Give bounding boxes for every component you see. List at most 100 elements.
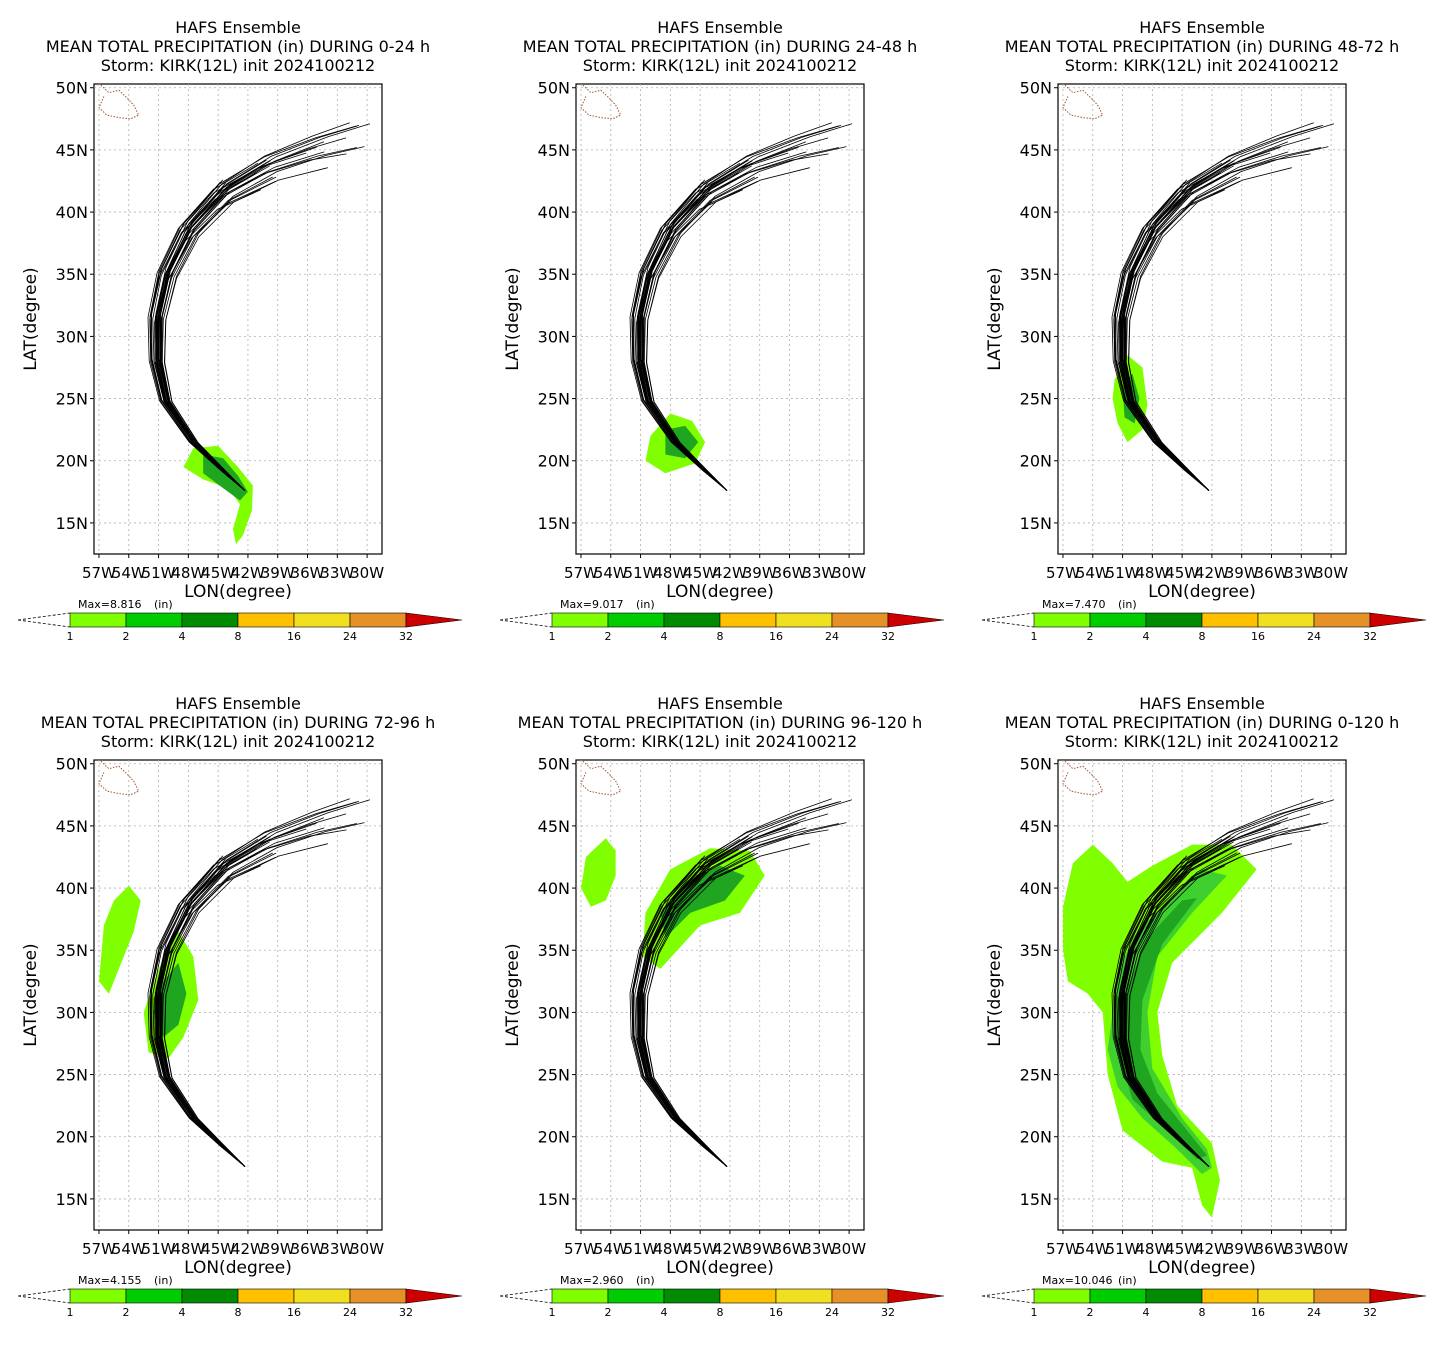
- colorbar-lower-arrow: [981, 1288, 1035, 1304]
- lon-tick-label: 42W: [1195, 564, 1229, 582]
- colorbar-segment: [607, 612, 665, 628]
- lat-tick-label: 20N: [56, 1128, 88, 1147]
- colorbar-segment: [125, 1288, 183, 1304]
- map-content: [94, 760, 382, 1230]
- colorbar-segment: [1313, 612, 1371, 628]
- lon-tick-label: 57W: [1046, 564, 1080, 582]
- colorbar-lower-arrow: [17, 1288, 71, 1304]
- x-axis-label: LON(degree): [666, 582, 774, 602]
- lat-tick-label: 40N: [56, 879, 88, 898]
- map-content: [576, 84, 864, 554]
- colorbar-level-label: 32: [399, 630, 413, 643]
- y-axis-label: LAT(degree): [21, 943, 41, 1046]
- precip-area-light: [581, 838, 616, 907]
- lon-tick-label: 48W: [171, 564, 205, 582]
- colorbar-level-label: 32: [881, 1306, 895, 1319]
- lat-tick-label: 30N: [538, 1003, 570, 1022]
- precip-area-light: [1063, 844, 1257, 1218]
- ensemble-track: [163, 167, 328, 491]
- ensemble-track: [156, 829, 347, 1167]
- precip-area-light: [99, 885, 141, 994]
- lon-tick-label: 57W: [564, 1240, 598, 1258]
- panel-title-line-1: HAFS Ensemble: [175, 694, 301, 713]
- lat-tick-label: 45N: [538, 141, 570, 160]
- lon-tick-label: 57W: [1046, 1240, 1080, 1258]
- colorbar-level-label: 4: [179, 630, 186, 643]
- lat-tick-label: 30N: [1020, 1003, 1052, 1022]
- lat-tick-label: 25N: [1020, 1066, 1052, 1085]
- lat-tick-label: 20N: [538, 452, 570, 471]
- lon-tick-label: 45W: [201, 1240, 235, 1258]
- precip-area-dark: [660, 865, 745, 938]
- lon-tick-label: 36W: [291, 564, 325, 582]
- lat-tick-label: 45N: [1020, 817, 1052, 836]
- ensemble-track: [641, 801, 842, 1167]
- ensemble-track: [636, 171, 752, 491]
- ensemble-track: [1113, 198, 1210, 491]
- max-value-label: Max=4.155: [78, 1274, 141, 1287]
- colorbar-segment: [293, 1288, 351, 1304]
- lon-tick-label: 33W: [1284, 1240, 1318, 1258]
- max-value-label: Max=10.046: [1042, 1274, 1112, 1287]
- colorbar-lower-arrow: [499, 1288, 553, 1304]
- lon-tick-label: 42W: [713, 1240, 747, 1258]
- lon-tick-label: 30W: [1314, 1240, 1348, 1258]
- lat-tick-label: 45N: [56, 817, 88, 836]
- colorbar-segment: [181, 612, 239, 628]
- ensemble-track: [149, 198, 246, 491]
- lon-tick-label: 39W: [261, 564, 295, 582]
- colorbar-level-label: 32: [399, 1306, 413, 1319]
- lon-tick-label: 33W: [320, 564, 354, 582]
- ensemble-track: [1127, 843, 1292, 1167]
- map-content: [94, 84, 382, 554]
- lat-tick-label: 45N: [56, 141, 88, 160]
- lat-tick-label: 35N: [1020, 941, 1052, 960]
- colorbar-segment: [125, 612, 183, 628]
- lon-tick-label: 57W: [564, 564, 598, 582]
- colorbar-level-label: 8: [717, 1306, 724, 1319]
- panel-title-line-2: MEAN TOTAL PRECIPITATION (in) DURING 0-2…: [46, 37, 430, 56]
- lat-tick-label: 25N: [1020, 390, 1052, 409]
- colorbar-segment: [1145, 1288, 1203, 1304]
- colorbar-lower-arrow: [499, 612, 553, 628]
- colorbar-segment: [663, 1288, 721, 1304]
- lat-tick-label: 20N: [1020, 452, 1052, 471]
- ensemble-track: [645, 167, 810, 491]
- colorbar-segment: [719, 1288, 777, 1304]
- lat-tick-label: 25N: [56, 1066, 88, 1085]
- ensemble-track: [154, 171, 270, 491]
- x-axis-label: LON(degree): [1148, 1258, 1256, 1278]
- panel-title-line-3: Storm: KIRK(12L) init 2024100212: [101, 732, 375, 751]
- unit-label: (in): [154, 598, 173, 611]
- colorbar-level-label: 8: [717, 630, 724, 643]
- unit-label: (in): [1118, 598, 1137, 611]
- colorbar-lower-arrow: [981, 612, 1035, 628]
- colorbar-level-label: 32: [881, 630, 895, 643]
- ensemble-track: [1120, 829, 1311, 1167]
- map-content: [1058, 760, 1346, 1230]
- lon-tick-label: 45W: [1165, 1240, 1199, 1258]
- colorbar-level-label: 4: [661, 630, 668, 643]
- precip-area-light: [183, 445, 253, 545]
- colorbar-level-label: 1: [549, 1306, 556, 1319]
- panel-title-line-1: HAFS Ensemble: [175, 18, 301, 37]
- lat-tick-label: 30N: [56, 1003, 88, 1022]
- colorbar-level-label: 8: [1199, 630, 1206, 643]
- colorbar-level-label: 16: [769, 630, 783, 643]
- lon-tick-label: 30W: [832, 564, 866, 582]
- colorbar-upper-arrow: [405, 612, 463, 628]
- colorbar-segment: [349, 612, 407, 628]
- ensemble-track: [1118, 171, 1234, 491]
- lat-tick-label: 15N: [56, 514, 88, 533]
- map-frame: [93, 759, 383, 1231]
- colorbar-level-label: 2: [123, 630, 130, 643]
